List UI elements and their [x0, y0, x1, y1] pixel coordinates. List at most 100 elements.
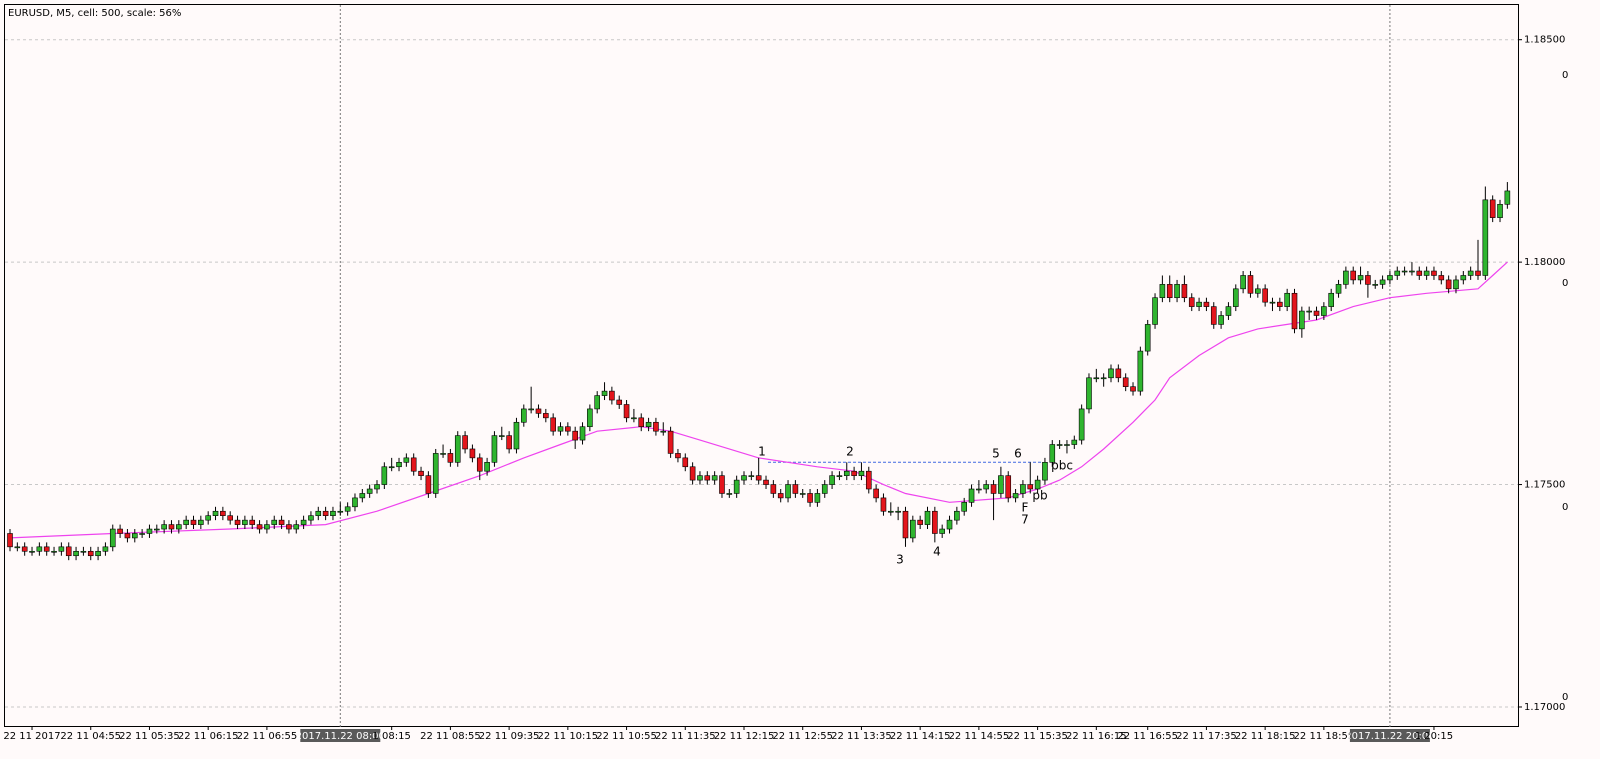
annotation: F [1022, 501, 1029, 515]
candle-body [1357, 275, 1364, 281]
candle-body [1218, 315, 1224, 325]
candle-body [719, 475, 725, 494]
candle-body [961, 502, 968, 512]
candle-body [198, 519, 204, 525]
annotation: 6 [1014, 447, 1022, 461]
candle-body [359, 493, 366, 499]
candle-body [880, 497, 887, 512]
candle-body [968, 488, 975, 503]
candle-body [799, 493, 806, 495]
candle-body [498, 435, 505, 437]
y-tick-label: 1.17000 [1524, 702, 1565, 713]
candle-body [682, 457, 689, 468]
candle-body [95, 550, 101, 557]
annotation: 3 [896, 553, 904, 567]
candle-body [1108, 368, 1114, 379]
candle-body [836, 475, 843, 477]
candle-body [271, 519, 278, 525]
candle-body [176, 524, 182, 530]
candle-body [1115, 368, 1122, 379]
y-tick-label: 1.17500 [1524, 480, 1565, 491]
candle-body [1313, 310, 1320, 316]
candle-body [1438, 275, 1445, 281]
candle-body [168, 524, 175, 530]
candle-body [1497, 203, 1503, 218]
candle-body [139, 533, 145, 535]
candle-body [902, 510, 909, 539]
candle-body [675, 453, 681, 459]
candle-body [1299, 310, 1305, 330]
candle-body [1365, 275, 1371, 285]
candle-body [432, 453, 439, 494]
candle-body [755, 475, 762, 481]
y-tick-label: 1.18500 [1524, 35, 1565, 46]
candle-body [1086, 377, 1092, 410]
candle-body [1034, 479, 1041, 490]
candle-body [330, 510, 336, 516]
candle-body [51, 550, 57, 553]
candle-body [983, 484, 990, 490]
candle-body [814, 493, 821, 503]
x-tick-label: 22 11 18:55 [1294, 731, 1355, 742]
candle-body [183, 519, 189, 525]
candle-body [410, 457, 417, 472]
candle-body [763, 479, 769, 485]
right-label: 0 [1562, 278, 1568, 289]
candle-body [117, 528, 123, 534]
candle-body [1475, 270, 1481, 276]
candle-body [1445, 279, 1452, 290]
candle-body [403, 457, 410, 463]
candle-body [1196, 301, 1202, 307]
candle-body [601, 390, 608, 396]
candle-body [770, 484, 777, 494]
candle-body [579, 426, 586, 441]
candle-body [1460, 275, 1467, 281]
candle-body [1027, 484, 1034, 490]
candle-body [87, 550, 94, 557]
candle-body [865, 470, 872, 490]
candle-body [638, 417, 645, 428]
candle-body [293, 524, 300, 530]
candle-body [660, 430, 667, 433]
candle-body [689, 466, 696, 481]
candle-body [1379, 279, 1386, 285]
candle-body [278, 519, 285, 525]
candle-body [1489, 199, 1496, 218]
candle-body [58, 546, 65, 552]
candle-body [785, 484, 791, 499]
candle-body [1291, 292, 1298, 330]
candle-body [998, 475, 1004, 494]
candle-body [7, 533, 13, 548]
candle-body [887, 510, 894, 513]
candle-body [550, 417, 556, 432]
candle-body [821, 484, 828, 494]
candle-body [1262, 288, 1268, 303]
candle-body [631, 417, 637, 420]
candle-body [109, 528, 116, 548]
candle-body [1255, 288, 1261, 294]
candle-body [565, 426, 571, 432]
candle-body [792, 484, 799, 494]
x-tick-label: 22 11 05:35 [119, 731, 180, 742]
candle-body [1387, 275, 1393, 281]
candle-body [1020, 484, 1026, 494]
x-tick-label: 22 11 16:55 [1117, 731, 1178, 742]
x-tick-label: 22 11 18:15 [1235, 731, 1296, 742]
candle-body [418, 470, 424, 476]
candle-body [667, 430, 674, 454]
candle-body [587, 408, 593, 428]
right-label: 0 [1562, 692, 1568, 703]
candle-body [454, 435, 461, 463]
x-tick-label: 22 11 09:35 [479, 731, 540, 742]
candle-body [1240, 275, 1246, 290]
x-tick-label: 22 11 14:55 [949, 731, 1010, 742]
candle-body [300, 519, 307, 525]
candle-body [1321, 306, 1327, 316]
candle-body [1093, 377, 1100, 380]
candle-body [1159, 284, 1166, 299]
candle-body [535, 408, 542, 414]
candle-body [344, 506, 351, 512]
candle-body [513, 421, 520, 450]
